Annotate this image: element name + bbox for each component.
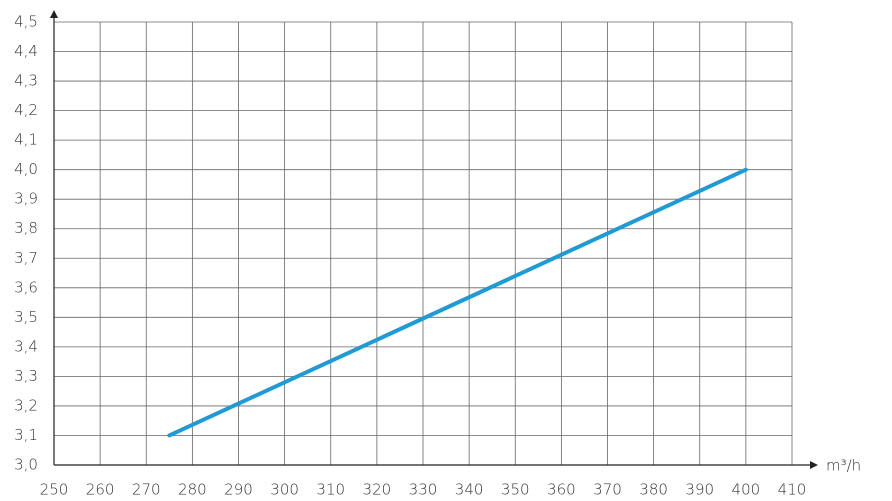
x-tick-label: 280 <box>178 481 207 499</box>
x-tick-label: 320 <box>363 481 392 499</box>
y-tick-label: 3,5 <box>14 308 38 326</box>
y-tick-label: 3,2 <box>14 396 38 414</box>
x-tick-label: 300 <box>270 481 299 499</box>
y-tick-label: 3,0 <box>14 456 38 474</box>
x-tick-label: 250 <box>40 481 69 499</box>
x-tick-label: 360 <box>547 481 576 499</box>
x-tick-label: 270 <box>132 481 161 499</box>
x-tick-label: 390 <box>685 481 714 499</box>
x-tick-label: 350 <box>501 481 530 499</box>
y-tick-label: 3,3 <box>14 367 38 385</box>
x-tick-label: 340 <box>455 481 484 499</box>
x-tick-label: 410 <box>778 481 807 499</box>
x-tick-label: 380 <box>639 481 668 499</box>
y-tick-label: 4,4 <box>14 42 38 60</box>
y-tick-label: 4,2 <box>14 101 38 119</box>
y-tick-label: 3,7 <box>14 249 38 267</box>
x-axis-arrow <box>810 461 818 469</box>
y-tick-label: 4,0 <box>14 160 38 178</box>
x-tick-label: 370 <box>593 481 622 499</box>
x-tick-label: 310 <box>316 481 345 499</box>
y-tick-label: 3,8 <box>14 219 38 237</box>
y-tick-label: 4,3 <box>14 72 38 90</box>
x-tick-label: 400 <box>732 481 761 499</box>
y-tick-label: 3,1 <box>14 426 38 444</box>
y-tick-label: 4,1 <box>14 131 38 149</box>
x-tick-label: 330 <box>409 481 438 499</box>
x-tick-label: 290 <box>224 481 253 499</box>
x-tick-label: 260 <box>86 481 115 499</box>
y-axis-arrow <box>50 10 58 18</box>
y-tick-label: 4,5 <box>14 13 38 31</box>
x-axis-label: m³/h <box>826 457 861 475</box>
y-tick-label: 3,4 <box>14 337 38 355</box>
y-tick-label: 3,9 <box>14 190 38 208</box>
y-tick-label: 3,6 <box>14 278 38 296</box>
data-line <box>167 167 748 438</box>
